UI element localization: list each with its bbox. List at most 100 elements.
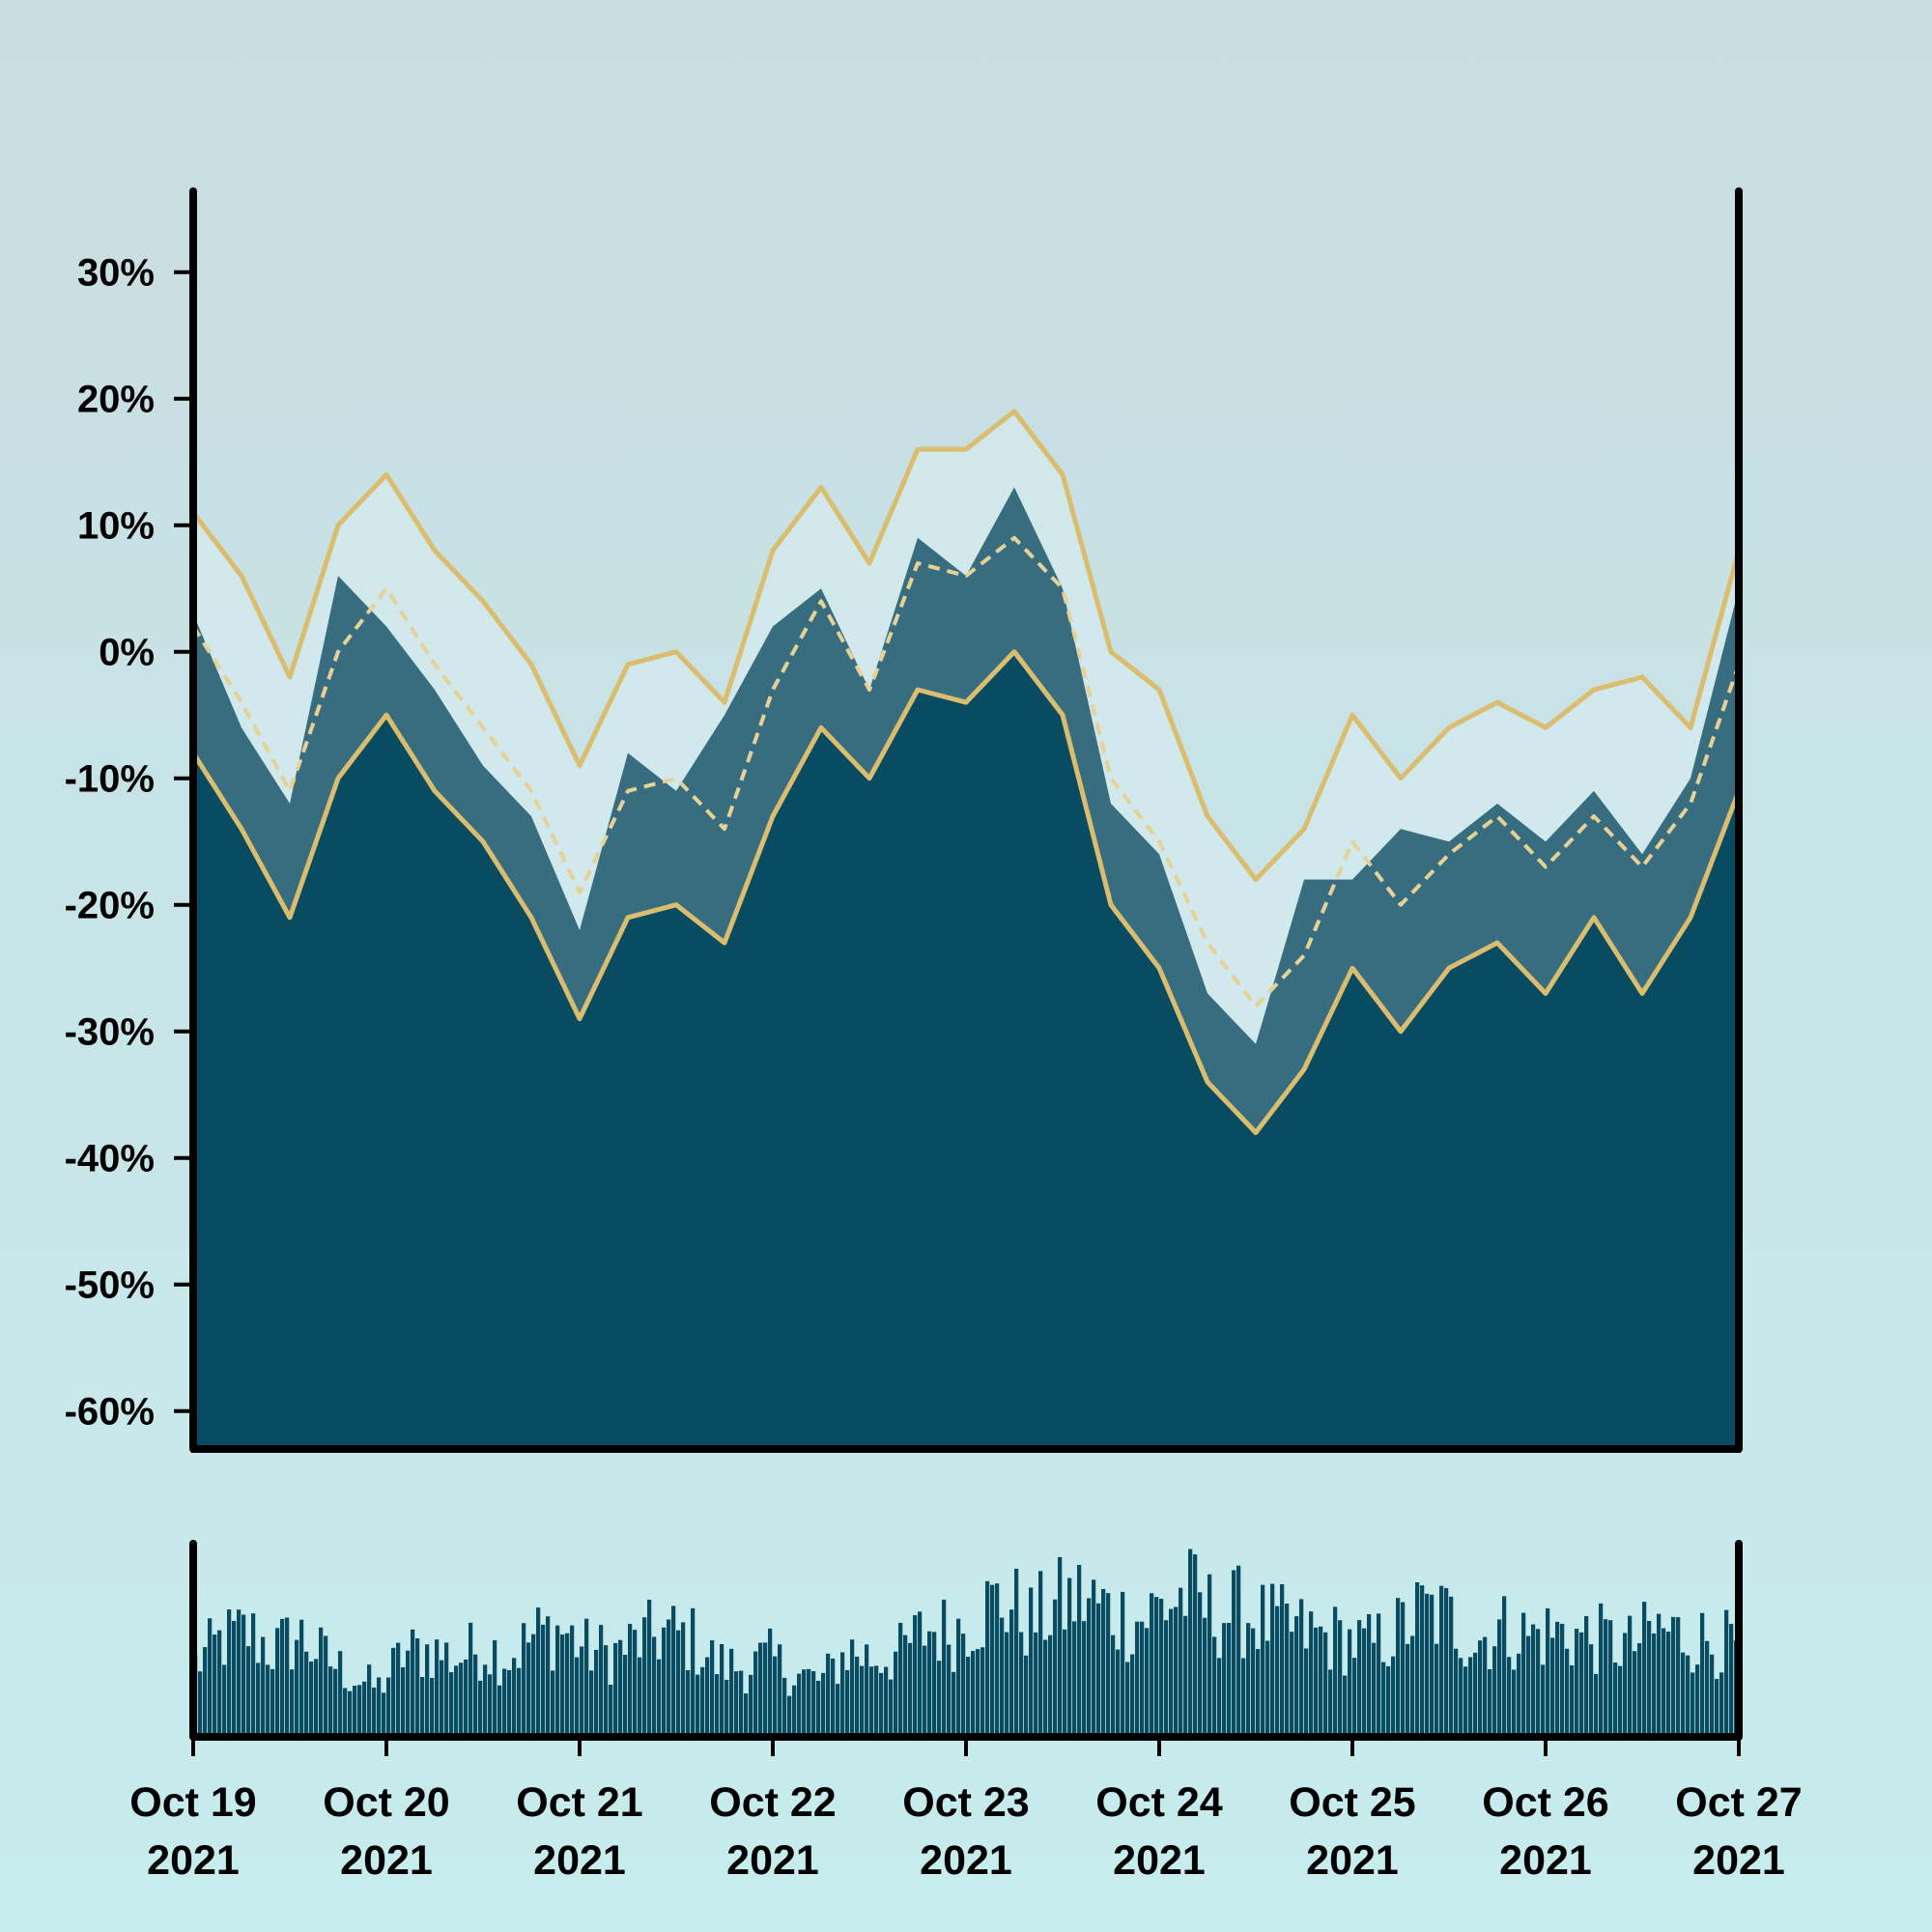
x-tick-label: Oct 21 2021: [516, 1779, 642, 1884]
volume-bar: [372, 1687, 377, 1737]
volume-bar: [1488, 1668, 1492, 1737]
volume-bar: [1000, 1617, 1005, 1737]
volume-bar: [667, 1619, 671, 1737]
volume-bar: [1140, 1621, 1145, 1737]
volume-bar: [464, 1659, 469, 1737]
volume-bar: [662, 1627, 667, 1737]
x-tick-label-date: Oct 25: [1289, 1779, 1415, 1826]
volume-bar: [1584, 1615, 1589, 1737]
volume-bar: [584, 1618, 589, 1737]
volume-bar: [362, 1681, 367, 1737]
volume-bar: [1415, 1582, 1420, 1737]
x-tick-label-year: 2021: [147, 1837, 240, 1884]
volume-bar: [889, 1679, 894, 1737]
volume-bar: [734, 1671, 739, 1737]
volume-bar: [1420, 1585, 1425, 1737]
volume-bar: [270, 1668, 275, 1737]
x-tick-label-date: Oct 21: [516, 1779, 642, 1826]
volume-bar: [1130, 1654, 1135, 1737]
volume-bar: [353, 1686, 357, 1737]
volume-bar: [705, 1657, 710, 1737]
volume-bar: [1009, 1609, 1014, 1737]
volume-bar: [865, 1644, 869, 1737]
volume-bar: [1275, 1605, 1280, 1737]
volume-bar: [1208, 1574, 1212, 1737]
volume-bar: [753, 1651, 758, 1737]
volume-bar: [1381, 1662, 1386, 1737]
volume-bar: [1362, 1628, 1367, 1737]
volume-bar: [1270, 1583, 1275, 1737]
volume-bar: [1328, 1669, 1333, 1737]
volume-bar: [1111, 1634, 1116, 1737]
volume-bar: [1256, 1649, 1261, 1737]
volume-bar: [874, 1665, 879, 1737]
y-tick-label: 30%: [77, 252, 155, 295]
volume-bar: [778, 1644, 782, 1737]
volume-bar: [430, 1677, 435, 1737]
volume-bar: [1251, 1628, 1256, 1737]
volume-bar: [758, 1642, 763, 1737]
y-tick-label: 10%: [77, 505, 155, 548]
volume-bar: [1710, 1654, 1715, 1737]
volume-bar: [1647, 1621, 1652, 1737]
volume-bar: [541, 1624, 546, 1737]
volume-bar: [444, 1642, 449, 1737]
volume-bar: [850, 1639, 855, 1737]
volume-bar: [1043, 1639, 1048, 1737]
volume-bar: [599, 1625, 604, 1737]
volume-bar: [947, 1644, 952, 1737]
x-tick-label: Oct 24 2021: [1095, 1779, 1223, 1884]
volume-bar: [821, 1672, 826, 1737]
volume-bar: [309, 1662, 314, 1737]
volume-bar: [1473, 1652, 1478, 1737]
volume-bar: [1352, 1658, 1357, 1737]
volume-bar: [580, 1646, 584, 1737]
volume-bar: [942, 1599, 947, 1737]
volume-bar: [1589, 1644, 1594, 1737]
volume-bar: [386, 1677, 391, 1737]
volume-bar: [1116, 1649, 1121, 1737]
volume-bar: [1241, 1658, 1246, 1737]
volume-bar: [304, 1651, 309, 1737]
volume-bar: [1724, 1609, 1729, 1737]
volume-bar: [1594, 1673, 1599, 1737]
volume-bar: [961, 1634, 966, 1737]
volume-bar: [1666, 1632, 1671, 1737]
volume-bar: [594, 1649, 599, 1737]
volume-bar: [526, 1642, 531, 1737]
volume-bar: [251, 1613, 256, 1737]
volume-bar: [435, 1639, 440, 1737]
volume-bar: [613, 1642, 618, 1737]
volume-bar: [628, 1624, 633, 1737]
y-tick-label: 0%: [99, 632, 155, 674]
volume-bar: [1468, 1657, 1473, 1737]
volume-bar: [1425, 1593, 1430, 1737]
volume-bar: [391, 1647, 396, 1737]
volume-bar: [797, 1673, 802, 1737]
volume-bar: [1560, 1623, 1565, 1737]
volume-bar: [1671, 1616, 1676, 1737]
volume-bar: [855, 1656, 860, 1737]
volume-bar: [483, 1664, 488, 1737]
volume-bar: [1290, 1632, 1294, 1737]
volume-bar: [995, 1583, 1000, 1737]
volume-bar: [478, 1680, 483, 1737]
volume-bar: [454, 1665, 459, 1737]
volume-bar: [1072, 1621, 1077, 1737]
y-tick-label: -40%: [65, 1138, 155, 1180]
volume-bar: [657, 1659, 662, 1737]
volume-bar: [1236, 1565, 1241, 1737]
volume-bar: [1217, 1658, 1222, 1737]
main-plot-frame: [189, 187, 1743, 1453]
volume-bar: [227, 1609, 232, 1737]
volume-bar: [1570, 1664, 1575, 1737]
volume-bar: [1681, 1652, 1686, 1737]
volume-bar: [908, 1642, 913, 1737]
volume-bar: [1550, 1637, 1555, 1737]
x-tick-label: Oct 26 2021: [1482, 1779, 1608, 1884]
volume-bar: [1150, 1593, 1154, 1737]
x-tick-label-date: Oct 26: [1482, 1779, 1608, 1826]
volume-bar: [1058, 1556, 1063, 1737]
volume-bar: [1406, 1643, 1410, 1737]
volume-bar: [1038, 1571, 1043, 1737]
